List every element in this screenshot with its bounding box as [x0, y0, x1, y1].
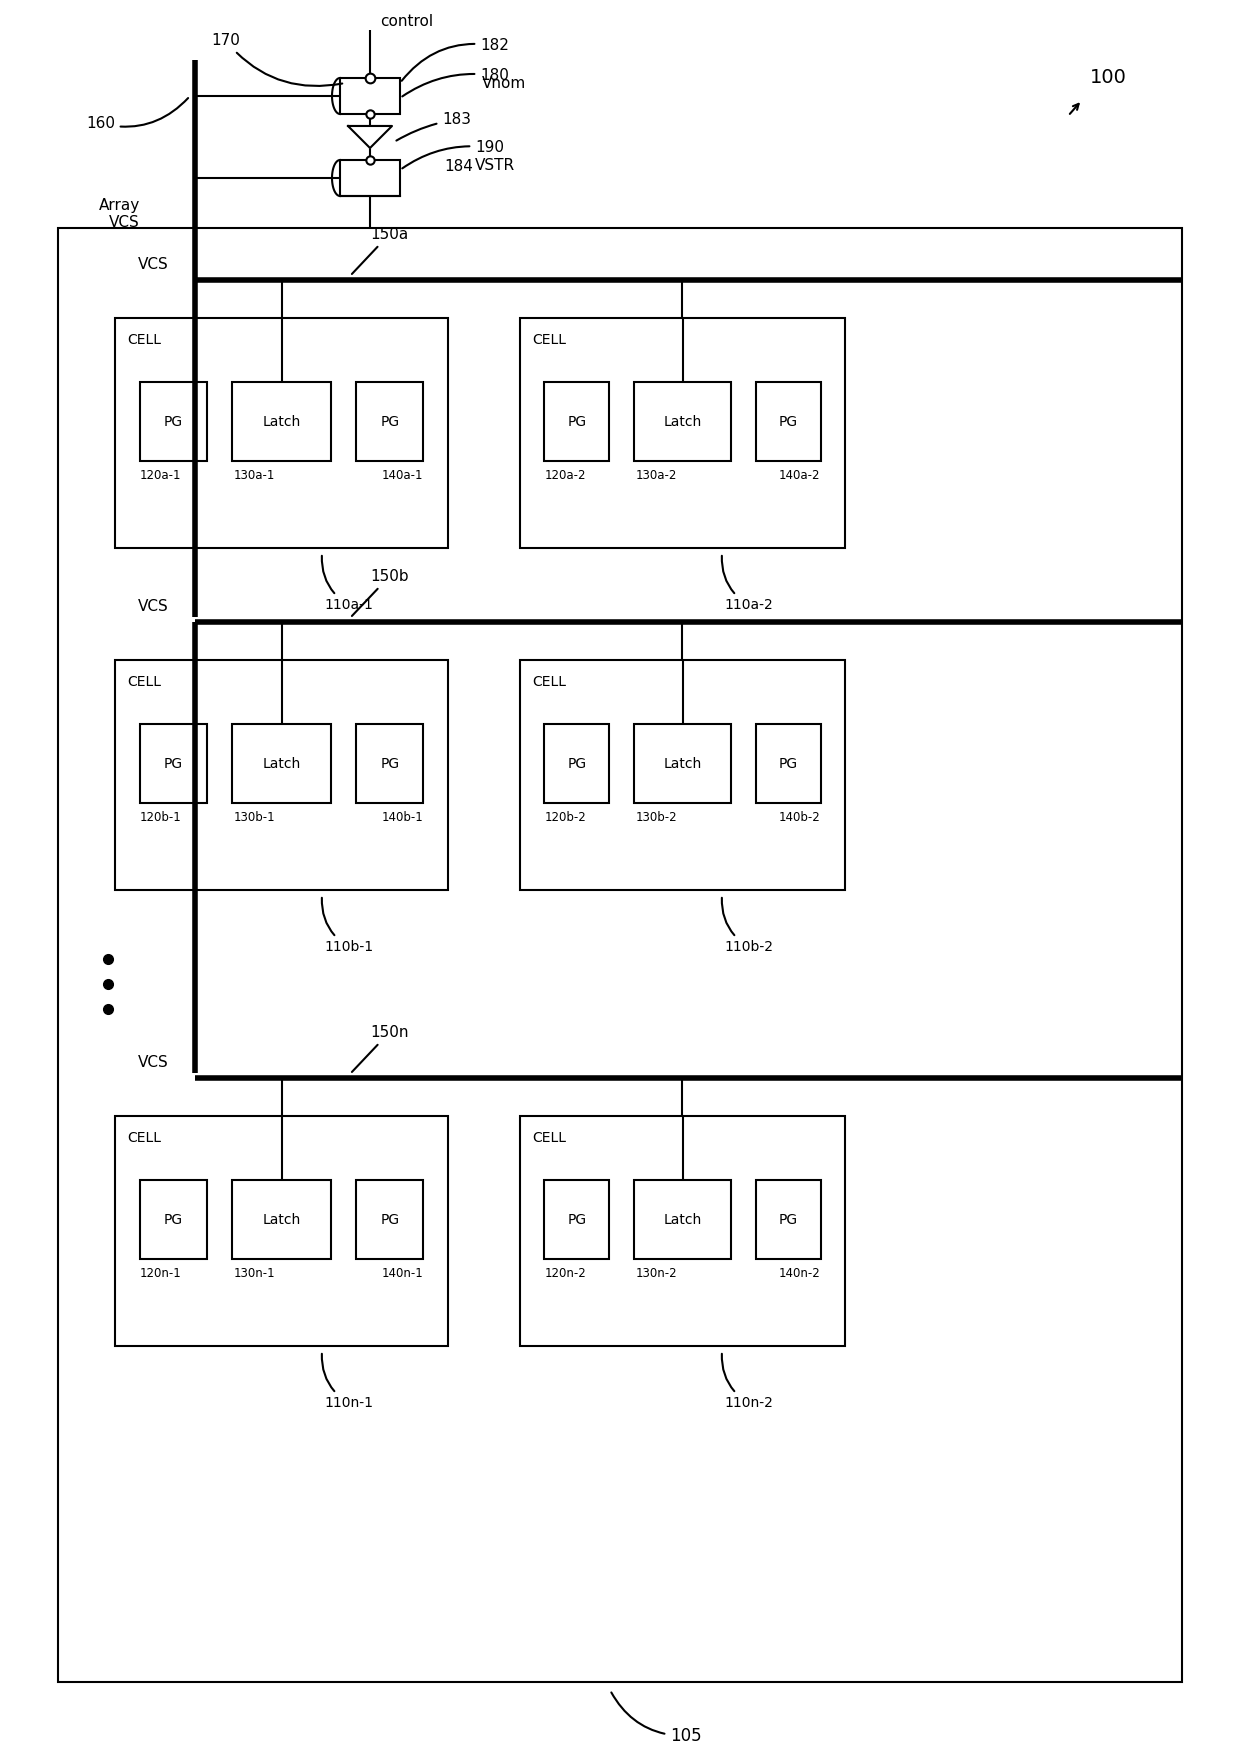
Text: 140a-2: 140a-2 [779, 468, 821, 482]
Text: Array
VCS: Array VCS [99, 197, 140, 230]
Bar [634, 382, 732, 461]
Text: VCS: VCS [138, 257, 169, 272]
Text: 182: 182 [402, 38, 508, 80]
Bar [634, 725, 732, 803]
Text: 120a-1: 120a-1 [140, 468, 181, 482]
Text: 170: 170 [211, 33, 342, 86]
Text: 183: 183 [397, 112, 471, 141]
Bar [544, 382, 609, 461]
Text: Latch: Latch [263, 414, 300, 428]
Text: PG: PG [164, 1212, 182, 1226]
Text: 110n-2: 110n-2 [722, 1353, 773, 1411]
Text: PG: PG [164, 414, 182, 428]
Text: VCS: VCS [138, 599, 169, 615]
Text: 120b-2: 120b-2 [544, 810, 587, 824]
Text: Latch: Latch [663, 756, 702, 770]
Text: 110b-2: 110b-2 [722, 897, 773, 953]
Bar [755, 382, 821, 461]
Text: 140b-2: 140b-2 [779, 810, 821, 824]
Text: PG: PG [381, 756, 399, 770]
Text: 150b: 150b [352, 569, 409, 616]
Text: 180: 180 [402, 68, 508, 96]
Text: 160: 160 [86, 98, 188, 131]
Bar [115, 318, 448, 548]
Bar [232, 382, 331, 461]
Bar [58, 229, 1182, 1681]
Text: Latch: Latch [263, 756, 300, 770]
Bar [232, 1180, 331, 1259]
Bar [544, 725, 609, 803]
Text: VCS: VCS [138, 1055, 169, 1070]
Bar [755, 725, 821, 803]
Bar [232, 725, 331, 803]
Text: 110a-2: 110a-2 [722, 555, 773, 613]
Bar [520, 1116, 844, 1346]
Bar [544, 1180, 609, 1259]
Bar [356, 725, 423, 803]
Text: Latch: Latch [663, 414, 702, 428]
Text: 120b-1: 120b-1 [140, 810, 182, 824]
Text: Latch: Latch [263, 1212, 300, 1226]
Text: 100: 100 [1090, 68, 1127, 87]
Bar [115, 660, 448, 890]
Bar [140, 725, 207, 803]
Bar [356, 1180, 423, 1259]
Text: 130a-1: 130a-1 [233, 468, 275, 482]
Text: CELL: CELL [532, 333, 565, 347]
Text: CELL: CELL [532, 676, 565, 690]
Text: 140n-2: 140n-2 [779, 1266, 821, 1280]
Bar [340, 161, 401, 196]
Text: Latch: Latch [663, 1212, 702, 1226]
Text: 130n-2: 130n-2 [636, 1266, 677, 1280]
Text: control: control [379, 14, 433, 30]
Text: PG: PG [568, 414, 587, 428]
Text: 150a: 150a [352, 227, 408, 274]
Polygon shape [348, 126, 392, 148]
Text: 130n-1: 130n-1 [233, 1266, 275, 1280]
Bar [755, 1180, 821, 1259]
Bar [140, 382, 207, 461]
Bar [115, 1116, 448, 1346]
Text: 120a-2: 120a-2 [544, 468, 585, 482]
Text: 130b-1: 130b-1 [233, 810, 275, 824]
Bar [340, 79, 401, 113]
Text: PG: PG [779, 1212, 797, 1226]
Bar [356, 382, 423, 461]
Bar [520, 660, 844, 890]
Text: PG: PG [381, 414, 399, 428]
Text: 105: 105 [611, 1692, 702, 1744]
Text: CELL: CELL [532, 1131, 565, 1145]
Text: VSTR: VSTR [475, 157, 515, 173]
Text: 130b-2: 130b-2 [636, 810, 677, 824]
Text: 140n-1: 140n-1 [381, 1266, 423, 1280]
Bar [634, 1180, 732, 1259]
Text: 150n: 150n [352, 1025, 408, 1072]
Text: CELL: CELL [126, 1131, 161, 1145]
Text: PG: PG [779, 756, 797, 770]
Text: PG: PG [568, 1212, 587, 1226]
Text: CELL: CELL [126, 333, 161, 347]
Text: 110a-1: 110a-1 [322, 555, 373, 613]
Text: PG: PG [568, 756, 587, 770]
Bar [520, 318, 844, 548]
Text: PG: PG [164, 756, 182, 770]
Text: 190: 190 [402, 140, 503, 168]
Text: 184: 184 [444, 159, 472, 175]
Text: 130a-2: 130a-2 [636, 468, 677, 482]
Bar [140, 1180, 207, 1259]
Text: PG: PG [779, 414, 797, 428]
Text: CELL: CELL [126, 676, 161, 690]
Text: 140a-1: 140a-1 [382, 468, 423, 482]
Text: 120n-1: 120n-1 [140, 1266, 182, 1280]
Text: Vnom: Vnom [482, 77, 526, 91]
Text: 120n-2: 120n-2 [544, 1266, 587, 1280]
Text: 110b-1: 110b-1 [322, 897, 373, 953]
Text: PG: PG [381, 1212, 399, 1226]
Text: 110n-1: 110n-1 [322, 1353, 373, 1411]
Text: 140b-1: 140b-1 [381, 810, 423, 824]
